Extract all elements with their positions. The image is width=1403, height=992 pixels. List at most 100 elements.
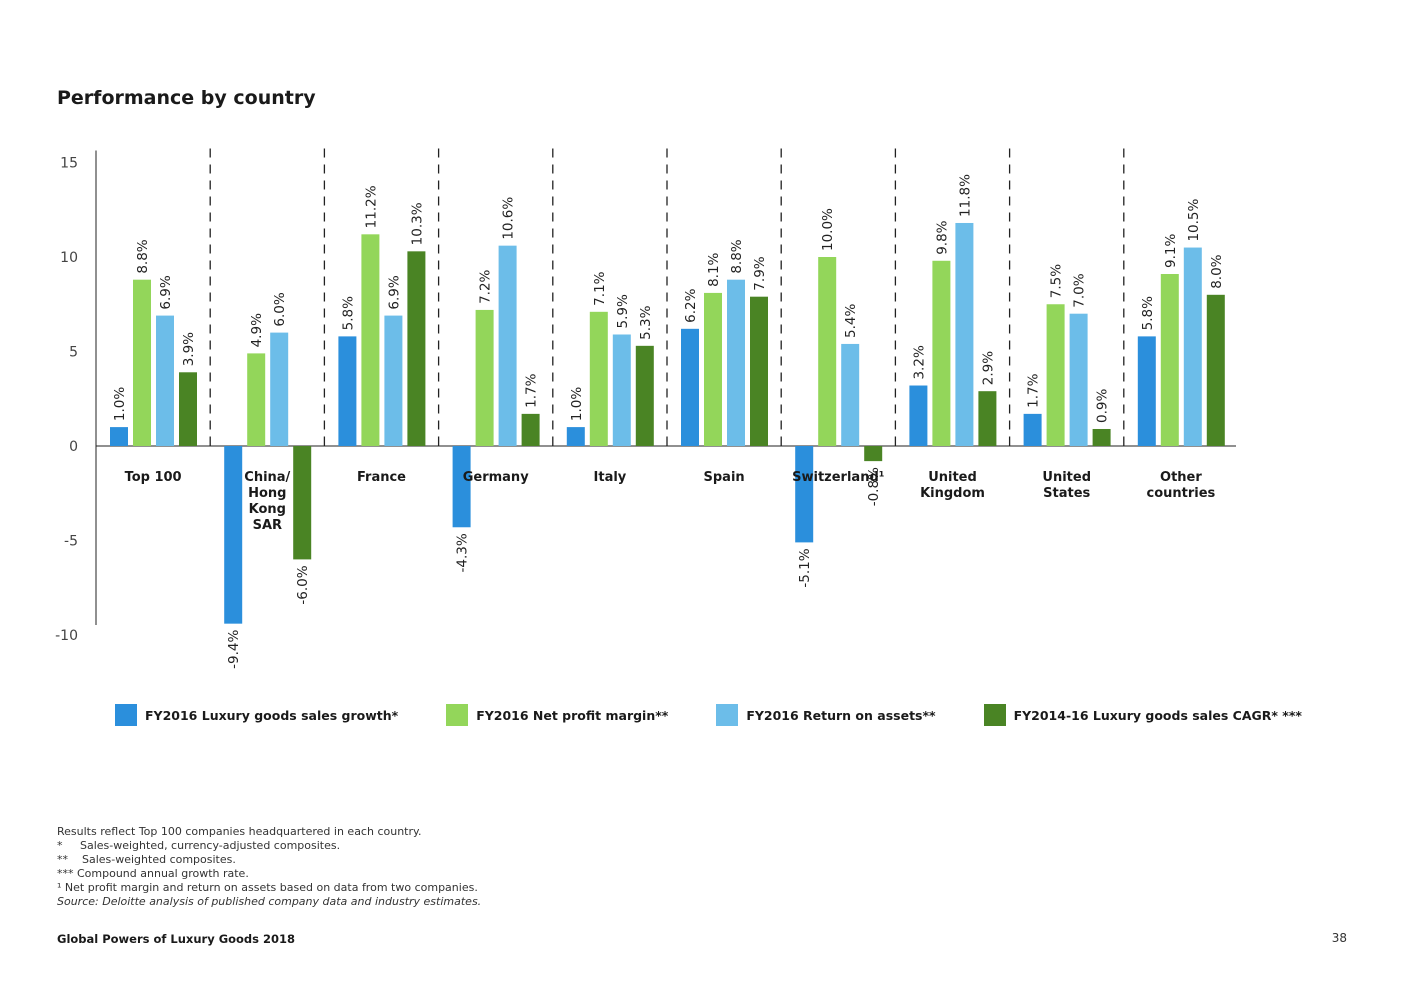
data-label: -5.1% <box>797 548 813 587</box>
data-label: 7.5% <box>1049 264 1065 298</box>
category-label: United <box>928 470 977 485</box>
category-label: Kingdom <box>920 486 985 501</box>
data-label: 0.9% <box>1095 389 1111 423</box>
data-label: 11.2% <box>363 185 379 228</box>
data-label: 6.9% <box>386 275 402 309</box>
category-label: Other <box>1160 470 1202 485</box>
bar <box>133 279 151 446</box>
category-label: Kong <box>249 502 286 517</box>
data-label: 11.8% <box>957 174 973 217</box>
data-label: 9.1% <box>1163 234 1179 268</box>
legend-swatch-sales-cagr <box>983 704 1006 726</box>
bar <box>1023 413 1042 446</box>
data-label: 5.4% <box>843 303 859 337</box>
data-label: 8.0% <box>1209 254 1225 288</box>
data-label: 7.9% <box>752 256 768 290</box>
bar <box>612 334 631 446</box>
bar <box>521 413 540 446</box>
page-title: Performance by country <box>57 87 316 109</box>
footnote: *** Compound annual growth rate. <box>57 867 249 880</box>
bar <box>1046 304 1065 446</box>
data-label: 8.1% <box>706 252 722 286</box>
data-label: 2.9% <box>980 351 996 385</box>
data-label: 7.1% <box>592 271 608 305</box>
category-label: United <box>1042 470 1091 485</box>
legend-label-sales-cagr: FY2014-16 Luxury goods sales CAGR* *** <box>1013 707 1302 723</box>
data-label: 10.0% <box>820 208 836 251</box>
bar <box>224 446 243 624</box>
bar <box>909 385 928 446</box>
category-label: Spain <box>704 470 745 485</box>
legend-label-sales-growth: FY2016 Luxury goods sales growth* <box>145 707 399 723</box>
data-label: 1.7% <box>524 373 540 407</box>
y-tick-label: -10 <box>55 628 78 644</box>
category-label: Hong <box>248 486 286 501</box>
data-label: 5.9% <box>615 294 631 328</box>
data-label: 9.8% <box>934 220 950 254</box>
bar <box>475 309 494 446</box>
category-label: countries <box>1147 486 1216 501</box>
bar <box>498 245 517 446</box>
bar <box>110 427 128 446</box>
legend-item-return-on-assets: FY2016 Return on assets** <box>716 704 936 726</box>
chart: -10 -5 0 5 10 15 1.0% 8.8% 6.9% 3.9% Top 100 -9.4% 4… <box>55 148 1236 669</box>
data-label: -9.4% <box>226 629 242 668</box>
y-tick-label: -5 <box>64 534 78 550</box>
footnote: Results reflect Top 100 companies headqu… <box>57 825 422 838</box>
category-label: Top 100 <box>125 470 182 485</box>
bar <box>293 446 312 560</box>
bar <box>270 332 289 446</box>
bar <box>156 315 174 446</box>
footer-title: Global Powers of Luxury Goods 2018 <box>57 932 296 946</box>
legend-item-net-profit-margin: FY2016 Net profit margin** <box>446 704 668 726</box>
data-label: -0.8% <box>866 467 882 506</box>
bar <box>589 311 608 446</box>
data-label: 7.0% <box>1072 273 1088 307</box>
legend-swatch-net-profit-margin <box>446 704 469 726</box>
category-label: SAR <box>253 518 282 533</box>
bar <box>932 260 951 446</box>
category-label: China/ <box>244 470 290 485</box>
category-label: States <box>1043 486 1090 501</box>
category-label: Italy <box>594 470 627 485</box>
data-label: 5.8% <box>340 296 356 330</box>
bar <box>681 328 699 446</box>
legend-swatch-return-on-assets <box>716 704 739 726</box>
legend: FY2016 Luxury goods sales growth* FY2016… <box>115 704 1302 726</box>
bar <box>1183 247 1202 446</box>
legend-label-return-on-assets: FY2016 Return on assets** <box>746 707 936 723</box>
data-label: 4.9% <box>249 313 265 347</box>
footnotes: Results reflect Top 100 companies headqu… <box>57 825 481 909</box>
y-tick-label: 0 <box>69 439 78 455</box>
data-label: 10.5% <box>1186 198 1202 241</box>
y-tick-label: 10 <box>60 250 78 266</box>
bar <box>361 234 380 446</box>
bar <box>1092 428 1111 446</box>
bar <box>338 336 357 446</box>
bar <box>384 315 403 446</box>
data-label: 6.2% <box>683 288 699 322</box>
legend-swatch-sales-growth <box>115 704 137 726</box>
bar <box>978 391 997 446</box>
data-label: 10.6% <box>501 197 517 240</box>
bar <box>1069 313 1088 446</box>
legend-label-net-profit-margin: FY2016 Net profit margin** <box>476 707 669 723</box>
legend-item-sales-cagr: FY2014-16 Luxury goods sales CAGR* *** <box>983 704 1302 726</box>
footnote: ** Sales-weighted composites. <box>57 853 236 866</box>
bar <box>1137 336 1156 446</box>
data-label: 7.2% <box>478 269 494 303</box>
bar <box>750 296 768 446</box>
legend-item-sales-growth: FY2016 Luxury goods sales growth* <box>115 704 398 726</box>
data-label: -6.0% <box>295 565 311 604</box>
data-label: 8.8% <box>729 239 745 273</box>
data-label: 6.0% <box>272 292 288 326</box>
category-label: Germany <box>463 470 529 485</box>
y-tick-label: 5 <box>69 345 78 361</box>
bar <box>704 292 722 446</box>
category-label: France <box>357 470 406 485</box>
data-label: 1.0% <box>112 387 128 421</box>
bar <box>1160 274 1179 446</box>
data-label: 1.0% <box>569 387 585 421</box>
bar <box>566 427 585 446</box>
bar <box>452 446 471 528</box>
